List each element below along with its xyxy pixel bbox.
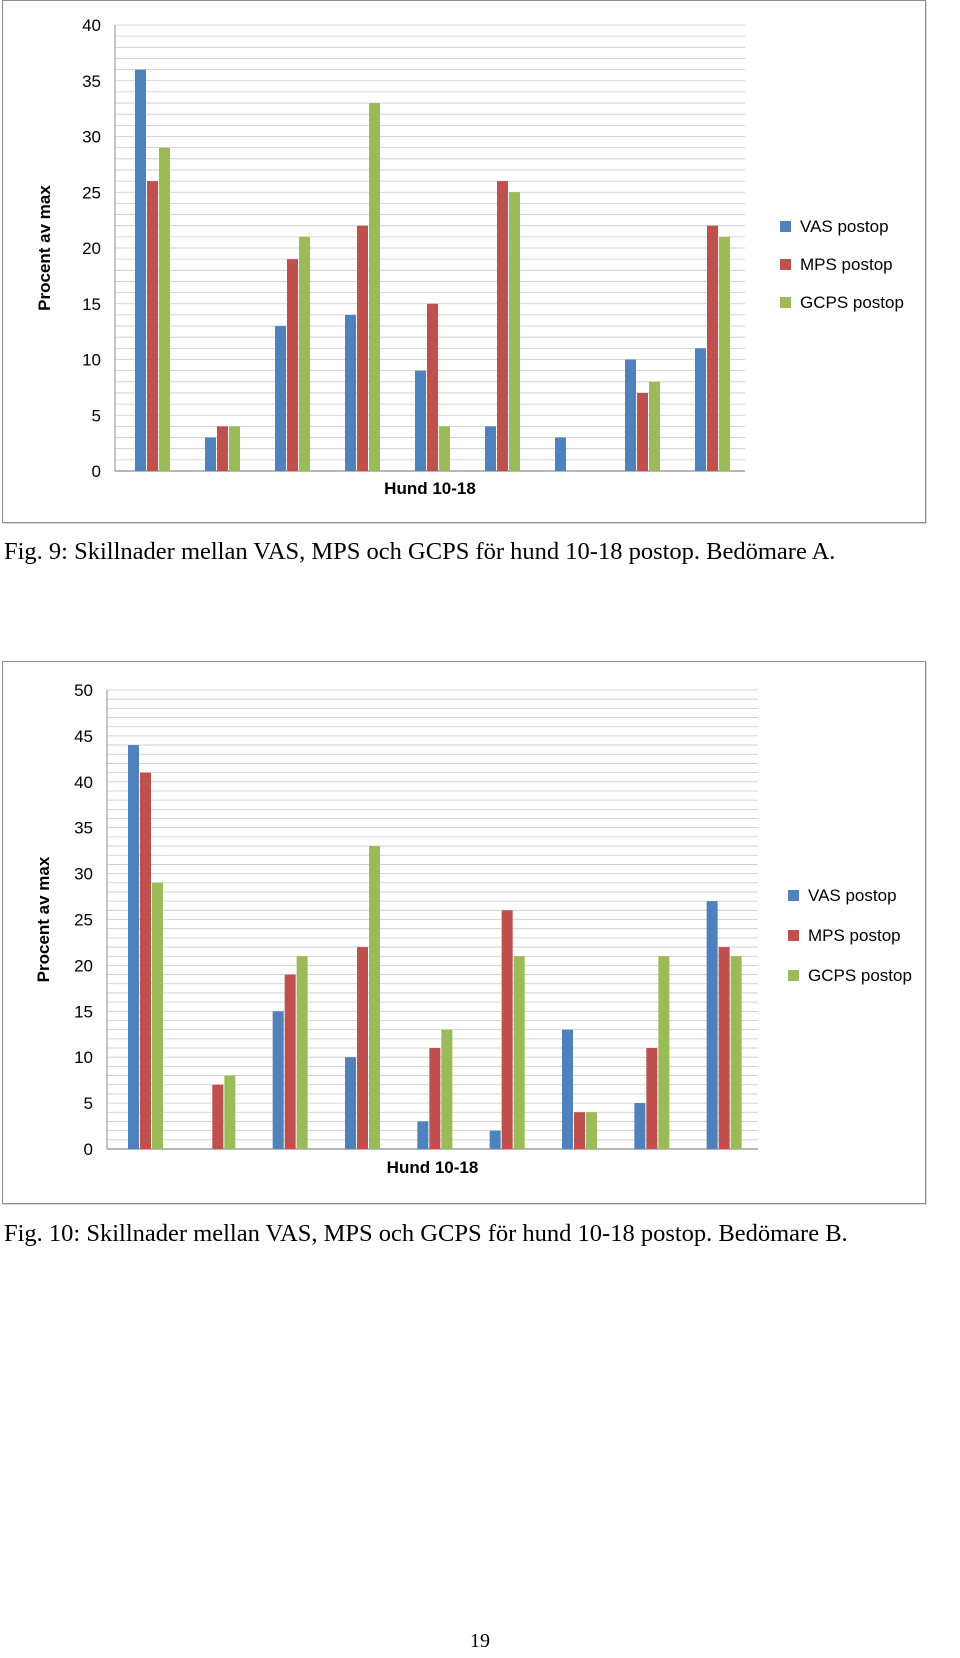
bar-mps <box>140 772 151 1149</box>
bar-gcps <box>369 846 380 1149</box>
bar-gcps <box>224 1075 236 1149</box>
y-tick-label: 5 <box>84 1094 93 1113</box>
page-number: 19 <box>470 1630 490 1652</box>
bar-mps <box>707 225 718 471</box>
bar-gcps <box>152 882 163 1149</box>
bar-chart-fig9: 0 5 10 15 20 25 30 35 40 Hund 10-18 Procent av max… <box>35 16 904 498</box>
legend-swatch-vas <box>780 221 791 232</box>
bar-gcps <box>649 381 660 471</box>
chart-frame-fig10: 0 5 10 15 20 25 30 35 40 45 50 Hund 10-18 Procent av… <box>2 661 926 1204</box>
legend-swatch-mps <box>788 930 799 941</box>
y-tick-label: 15 <box>82 295 101 314</box>
bar-vas <box>417 1121 429 1149</box>
bar-gcps <box>299 236 310 471</box>
x-axis-label: Hund 10-18 <box>384 479 476 498</box>
y-tick-label: 25 <box>82 183 101 202</box>
legend-swatch-gcps <box>780 297 791 308</box>
bar-mps <box>429 1048 441 1149</box>
legend-label-vas: VAS postop <box>800 217 889 236</box>
bar-gcps <box>229 426 240 471</box>
bar-vas <box>706 901 718 1149</box>
y-tick-label: 5 <box>92 406 101 425</box>
bar-mps <box>646 1048 658 1149</box>
bar-gcps <box>658 956 670 1149</box>
bar-vas <box>272 1011 284 1149</box>
y-tick-label: 15 <box>74 1002 93 1021</box>
y-tick-label: 50 <box>74 681 93 700</box>
bar-vas <box>562 1029 573 1149</box>
bar-vas <box>625 359 636 471</box>
bar-gcps <box>509 192 520 471</box>
legend-label-mps: MPS postop <box>808 926 901 945</box>
y-tick-label: 10 <box>82 351 101 370</box>
bar-vas <box>415 370 426 471</box>
legend-swatch-gcps <box>788 970 799 981</box>
y-tick-label: 20 <box>82 239 101 258</box>
y-tick-label: 40 <box>74 773 93 792</box>
bar-mps <box>357 225 368 471</box>
y-tick-label: 30 <box>74 865 93 884</box>
bar-gcps <box>159 147 170 471</box>
bar-mps <box>217 426 228 471</box>
y-axis-label: Procent av max <box>34 856 53 982</box>
x-axis-label: Hund 10-18 <box>387 1158 479 1177</box>
bar-mps <box>147 181 158 471</box>
bar-vas <box>695 348 706 471</box>
bar-vas <box>489 1130 501 1149</box>
bar-vas <box>128 745 139 1149</box>
legend-label-mps: MPS postop <box>800 255 893 274</box>
bar-mps <box>284 974 296 1149</box>
bar-vas <box>634 1103 646 1149</box>
legend-label-gcps: GCPS postop <box>800 293 904 312</box>
bar-vas <box>275 326 286 471</box>
bar-vas <box>345 314 356 471</box>
y-tick-label: 25 <box>74 911 93 930</box>
y-tick-label: 40 <box>82 16 101 35</box>
bar-mps <box>718 947 730 1149</box>
bar-gcps <box>730 956 742 1149</box>
legend-label-vas: VAS postop <box>808 886 897 905</box>
legend-swatch-vas <box>788 890 799 901</box>
chart-frame-fig9: 0 5 10 15 20 25 30 35 40 Hund 10-18 Procent av max… <box>2 0 926 523</box>
y-tick-label: 0 <box>84 1140 93 1159</box>
bar-mps <box>637 392 648 471</box>
bar-gcps <box>586 1112 597 1149</box>
bar-vas <box>205 437 216 471</box>
y-tick-label: 0 <box>92 462 101 481</box>
y-axis-label: Procent av max <box>35 185 54 311</box>
bar-gcps <box>441 1029 453 1149</box>
bar-vas <box>555 437 566 471</box>
y-tick-label: 45 <box>74 727 93 746</box>
bar-mps <box>574 1112 585 1149</box>
y-tick-label: 10 <box>74 1048 93 1067</box>
bar-mps <box>357 947 368 1149</box>
bar-mps <box>212 1084 224 1149</box>
figure-caption-fig10: Fig. 10: Skillnader mellan VAS, MPS och … <box>4 1220 848 1247</box>
bar-gcps <box>369 103 380 472</box>
legend-label-gcps: GCPS postop <box>808 966 912 985</box>
bar-mps <box>427 303 438 471</box>
bar-gcps <box>439 426 450 471</box>
y-tick-label: 30 <box>82 128 101 147</box>
y-tick-label: 35 <box>82 72 101 91</box>
y-tick-label: 20 <box>74 956 93 975</box>
bar-gcps <box>513 956 525 1149</box>
bar-vas <box>135 69 146 471</box>
legend-swatch-mps <box>780 259 791 270</box>
bar-vas <box>345 1057 356 1149</box>
bar-mps <box>497 181 508 471</box>
bar-gcps <box>296 956 308 1149</box>
bar-gcps <box>719 236 730 471</box>
bar-vas <box>485 426 496 471</box>
bar-mps <box>501 910 513 1149</box>
figure-caption-fig9: Fig. 9: Skillnader mellan VAS, MPS och G… <box>4 538 836 565</box>
bar-mps <box>287 259 298 471</box>
bar-chart-fig10: 0 5 10 15 20 25 30 35 40 45 50 Hund 10-18 Procent av… <box>34 681 912 1177</box>
y-tick-label: 35 <box>74 819 93 838</box>
